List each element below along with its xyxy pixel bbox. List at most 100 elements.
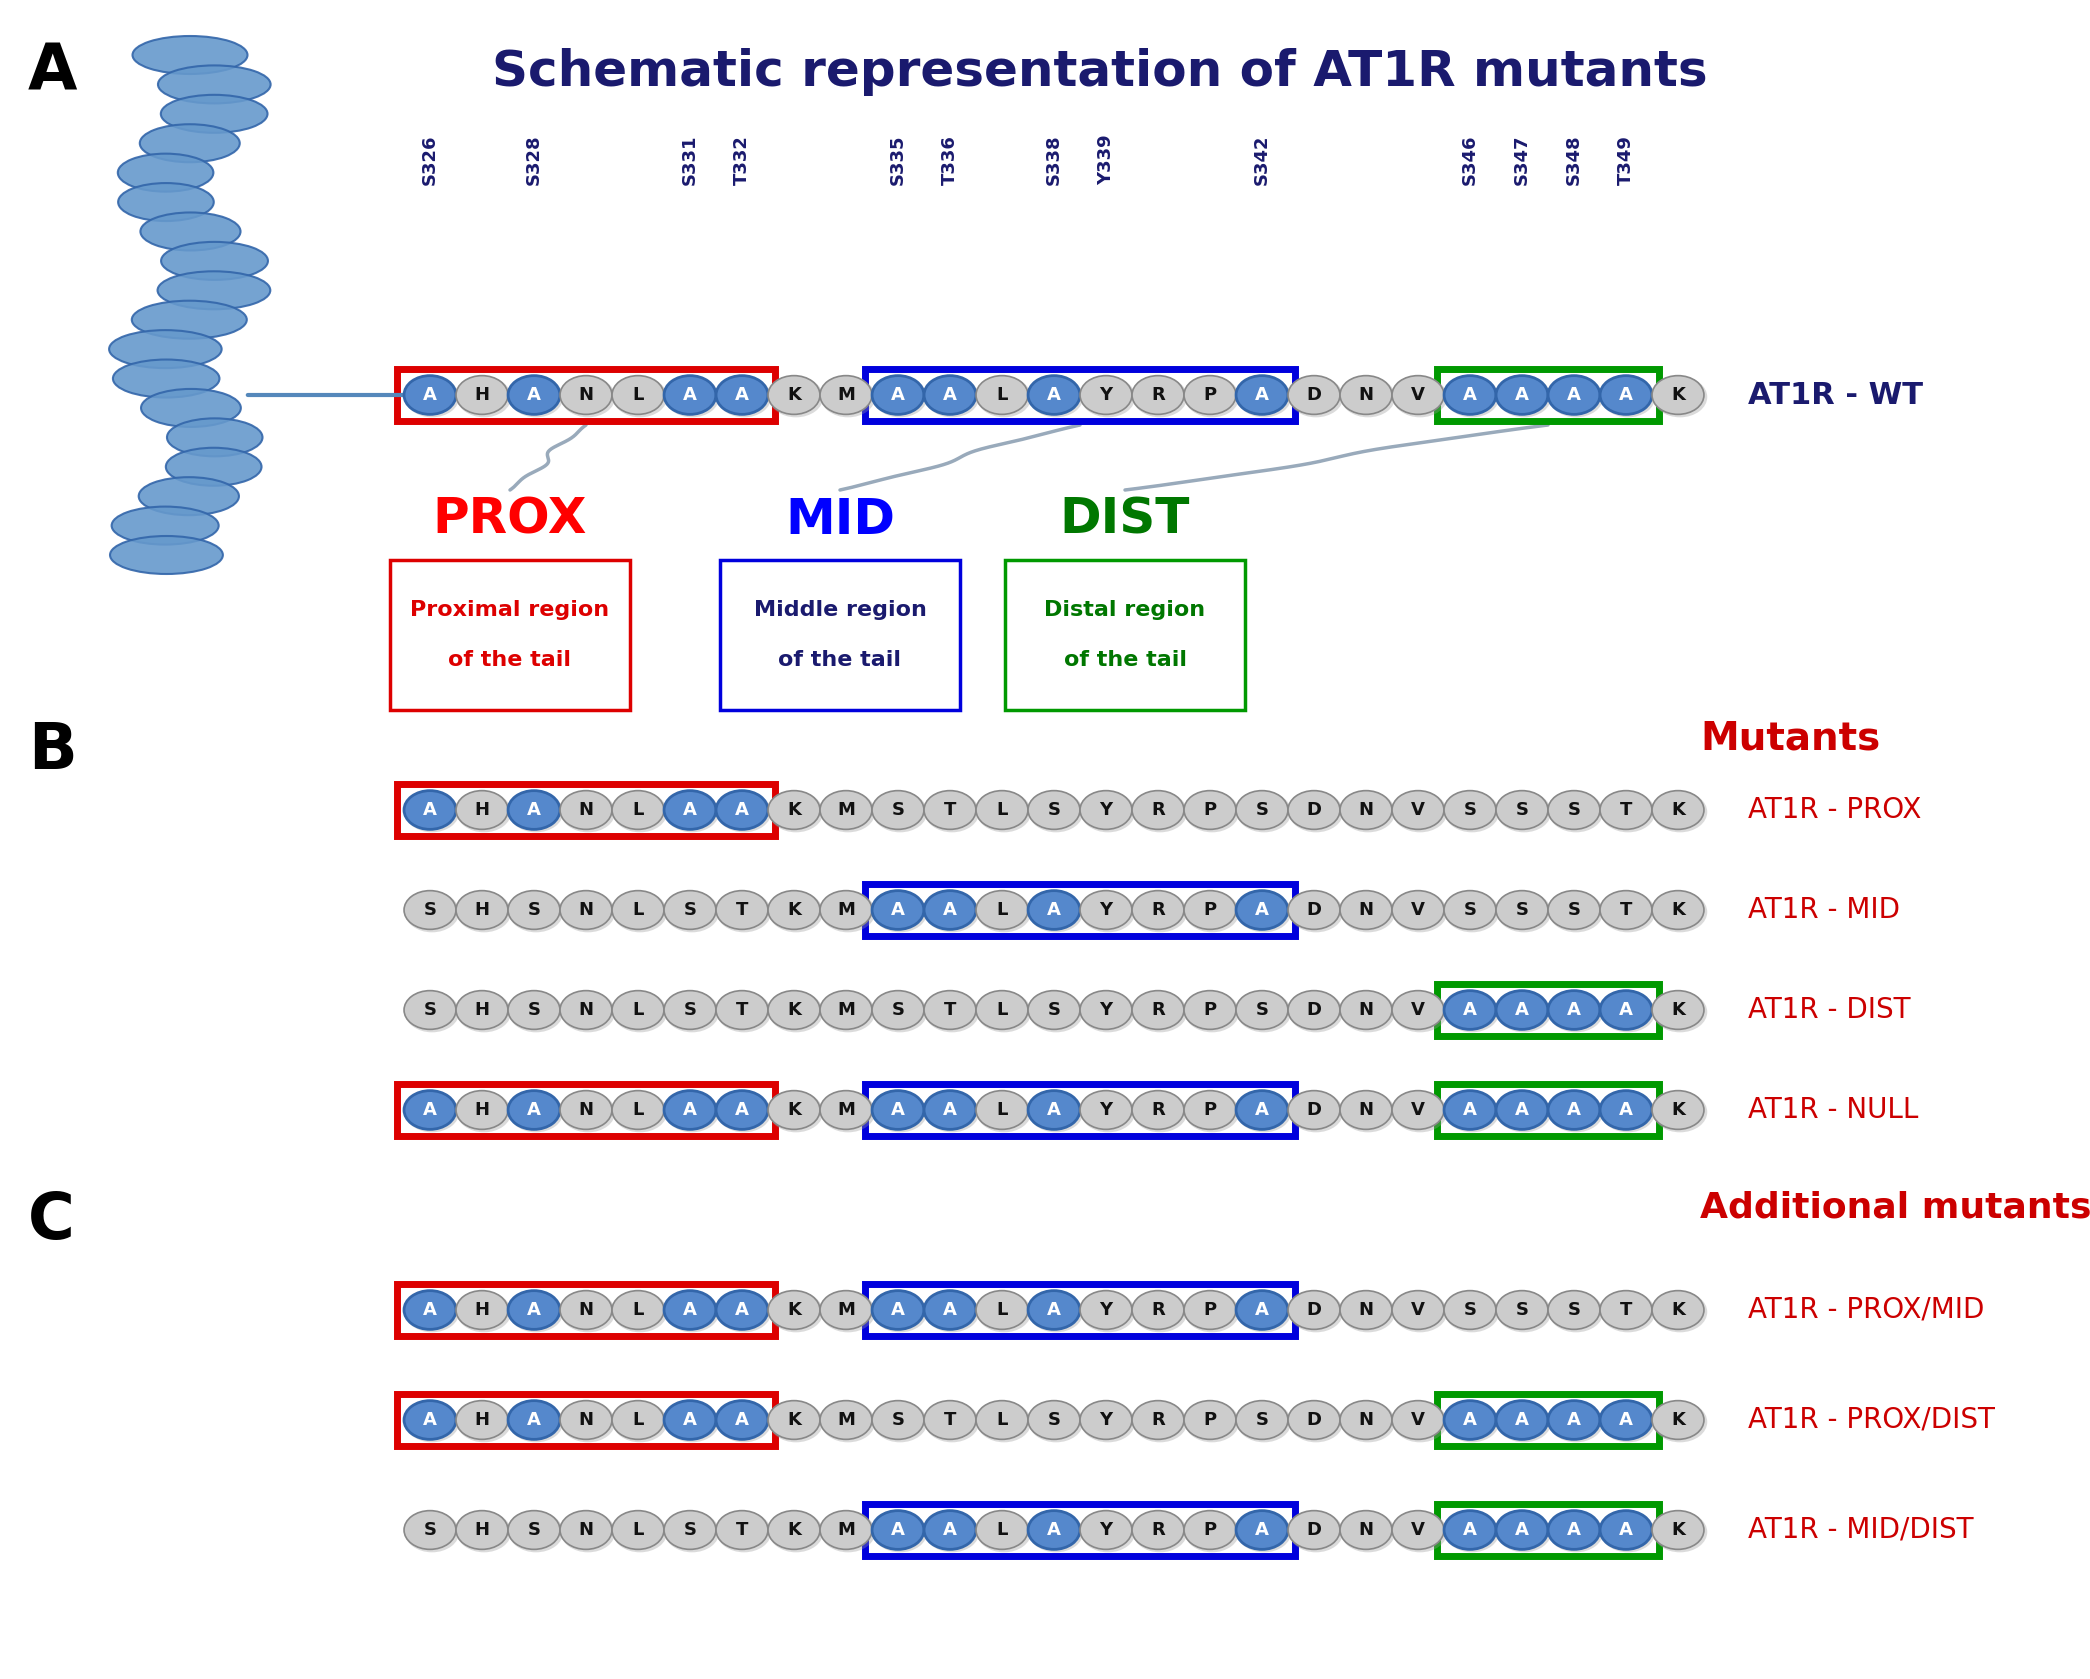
Ellipse shape bbox=[159, 65, 270, 104]
Ellipse shape bbox=[665, 376, 717, 415]
FancyBboxPatch shape bbox=[1005, 561, 1246, 710]
Ellipse shape bbox=[976, 1291, 1030, 1333]
Ellipse shape bbox=[560, 376, 612, 415]
Ellipse shape bbox=[767, 1400, 819, 1439]
Text: A: A bbox=[27, 42, 77, 104]
Ellipse shape bbox=[1290, 1091, 1344, 1132]
Text: Middle region: Middle region bbox=[754, 599, 926, 620]
Ellipse shape bbox=[1185, 1402, 1239, 1442]
Ellipse shape bbox=[1651, 1291, 1703, 1330]
Text: K: K bbox=[1672, 1301, 1685, 1320]
Ellipse shape bbox=[1028, 1291, 1083, 1333]
Text: R: R bbox=[1152, 1101, 1164, 1118]
Ellipse shape bbox=[1444, 1091, 1496, 1130]
Ellipse shape bbox=[1287, 1511, 1340, 1550]
Ellipse shape bbox=[560, 1511, 614, 1553]
Ellipse shape bbox=[1444, 792, 1499, 833]
Ellipse shape bbox=[109, 331, 222, 368]
Text: S: S bbox=[683, 1001, 696, 1019]
Ellipse shape bbox=[767, 1291, 819, 1330]
Ellipse shape bbox=[1342, 1291, 1396, 1333]
Ellipse shape bbox=[456, 1511, 508, 1550]
Ellipse shape bbox=[1392, 1291, 1446, 1333]
Text: S335: S335 bbox=[888, 134, 907, 185]
Ellipse shape bbox=[976, 1091, 1028, 1130]
Ellipse shape bbox=[665, 992, 719, 1033]
Ellipse shape bbox=[1444, 1402, 1499, 1442]
Text: S328: S328 bbox=[525, 134, 543, 185]
Ellipse shape bbox=[1549, 1400, 1601, 1439]
Ellipse shape bbox=[769, 1291, 823, 1333]
Ellipse shape bbox=[1081, 1291, 1133, 1330]
Text: H: H bbox=[474, 1521, 489, 1540]
Ellipse shape bbox=[1496, 1091, 1549, 1130]
Text: L: L bbox=[997, 1301, 1007, 1320]
Text: T349: T349 bbox=[1618, 134, 1634, 185]
Ellipse shape bbox=[1185, 792, 1239, 833]
Ellipse shape bbox=[560, 1291, 614, 1333]
Text: AT1R - PROX: AT1R - PROX bbox=[1747, 796, 1921, 824]
Ellipse shape bbox=[458, 376, 512, 418]
Ellipse shape bbox=[1651, 791, 1703, 829]
Ellipse shape bbox=[874, 992, 928, 1033]
Ellipse shape bbox=[1651, 1400, 1703, 1439]
Text: A: A bbox=[527, 1301, 541, 1320]
Ellipse shape bbox=[1237, 1402, 1292, 1442]
Ellipse shape bbox=[1496, 1291, 1549, 1330]
Ellipse shape bbox=[924, 1400, 976, 1439]
Text: N: N bbox=[579, 1521, 594, 1540]
Text: L: L bbox=[997, 801, 1007, 819]
Ellipse shape bbox=[458, 892, 512, 932]
Text: R: R bbox=[1152, 902, 1164, 918]
Text: V: V bbox=[1411, 1101, 1425, 1118]
Ellipse shape bbox=[976, 992, 1030, 1033]
Ellipse shape bbox=[872, 991, 924, 1029]
Ellipse shape bbox=[874, 792, 928, 833]
Ellipse shape bbox=[1287, 1291, 1340, 1330]
Text: A: A bbox=[1463, 1101, 1478, 1118]
Ellipse shape bbox=[508, 791, 560, 829]
Ellipse shape bbox=[665, 892, 719, 932]
Ellipse shape bbox=[157, 272, 270, 309]
Ellipse shape bbox=[165, 448, 261, 485]
Ellipse shape bbox=[819, 1091, 872, 1130]
Ellipse shape bbox=[1653, 1511, 1708, 1553]
Ellipse shape bbox=[874, 1511, 928, 1553]
Ellipse shape bbox=[821, 1091, 876, 1132]
Ellipse shape bbox=[874, 1291, 928, 1333]
Text: Y: Y bbox=[1099, 1410, 1112, 1429]
Ellipse shape bbox=[612, 892, 667, 932]
Ellipse shape bbox=[1392, 376, 1444, 415]
Ellipse shape bbox=[1549, 1402, 1603, 1442]
Ellipse shape bbox=[1287, 991, 1340, 1029]
Text: A: A bbox=[943, 902, 957, 918]
Text: A: A bbox=[1463, 1001, 1478, 1019]
Text: M: M bbox=[838, 1001, 855, 1019]
Ellipse shape bbox=[508, 376, 560, 415]
Text: A: A bbox=[1256, 1301, 1269, 1320]
Text: A: A bbox=[1515, 1001, 1530, 1019]
Text: A: A bbox=[1047, 902, 1062, 918]
Text: M: M bbox=[838, 1521, 855, 1540]
Ellipse shape bbox=[1549, 1291, 1603, 1333]
Ellipse shape bbox=[140, 213, 240, 250]
Ellipse shape bbox=[976, 1511, 1030, 1553]
Text: K: K bbox=[1672, 1001, 1685, 1019]
Ellipse shape bbox=[717, 1402, 771, 1442]
Text: L: L bbox=[997, 1521, 1007, 1540]
Ellipse shape bbox=[872, 1091, 924, 1130]
Text: M: M bbox=[838, 386, 855, 405]
Ellipse shape bbox=[1081, 991, 1133, 1029]
Ellipse shape bbox=[1549, 890, 1601, 930]
Ellipse shape bbox=[1185, 1511, 1239, 1553]
Text: V: V bbox=[1411, 902, 1425, 918]
Ellipse shape bbox=[560, 992, 614, 1033]
Text: N: N bbox=[579, 1301, 594, 1320]
Ellipse shape bbox=[1235, 376, 1287, 415]
Ellipse shape bbox=[612, 1091, 667, 1132]
Ellipse shape bbox=[560, 792, 614, 833]
Ellipse shape bbox=[456, 1291, 508, 1330]
Text: Y: Y bbox=[1099, 1301, 1112, 1320]
Text: D: D bbox=[1306, 1001, 1321, 1019]
Ellipse shape bbox=[1392, 1091, 1446, 1132]
